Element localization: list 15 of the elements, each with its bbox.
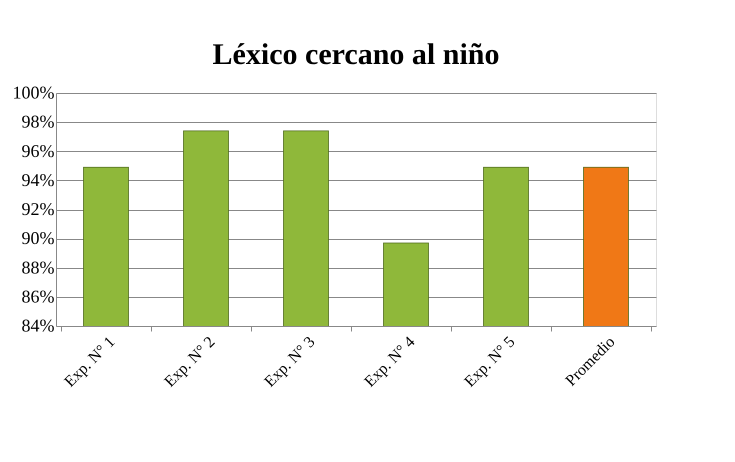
y-tick-label: 90% (22, 228, 54, 248)
y-tick-label: 100% (12, 82, 54, 102)
x-tick-label: Exp. N° 4 (361, 334, 419, 391)
x-tick-label: Exp. N° 3 (261, 334, 319, 391)
y-tick-label: 92% (22, 199, 54, 219)
x-tick-label: Exp. N° 2 (161, 334, 219, 391)
x-tick-label: Exp. N° 5 (461, 334, 519, 391)
y-tick-label: 84% (22, 316, 54, 336)
y-tick-label: 88% (22, 257, 54, 278)
y-tick-label: 86% (22, 286, 54, 306)
chart-title: Léxico cercano al niño (212, 38, 500, 71)
y-tick-label: 96% (22, 140, 54, 161)
y-tick-label: 98% (22, 112, 54, 132)
y-tick-label: 94% (22, 170, 54, 190)
x-tick-label: Exp. N° 1 (61, 334, 119, 391)
